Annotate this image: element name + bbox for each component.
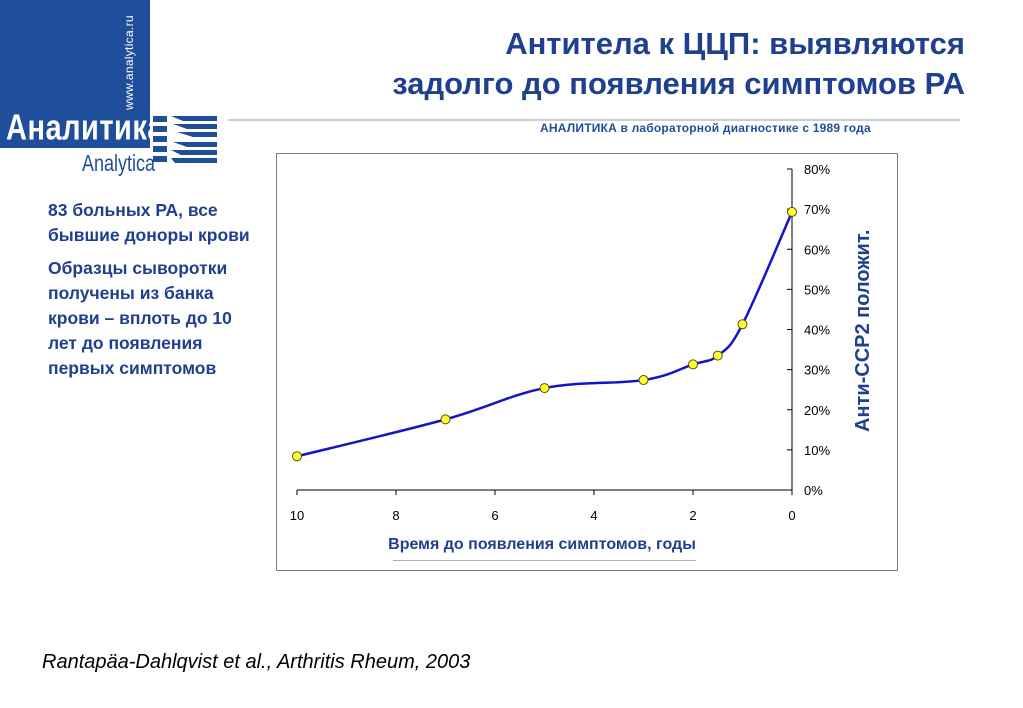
- y-tick-label: 30%: [804, 363, 830, 378]
- y-tick-label: 40%: [804, 323, 830, 338]
- chart-frame: 10 8 6 4 2 0 0% 10% 20% 30% 40% 50% 60% 70% 80%: [276, 153, 898, 571]
- data-point: [440, 414, 451, 425]
- data-point: [688, 359, 698, 370]
- side-notes: 83 больных РА, все бывшие доноры крови О…: [48, 198, 258, 389]
- logo-block: www.analytica.ru Аналитика: [0, 0, 164, 148]
- logo-mark-icon: [153, 116, 217, 163]
- y-tick-label: 80%: [804, 162, 830, 177]
- x-tick-label: 8: [392, 508, 399, 523]
- data-point: [539, 383, 550, 394]
- logo-url: www.analytica.ru: [122, 15, 136, 110]
- y-tick-label: 60%: [804, 242, 830, 257]
- x-tick-label: 6: [491, 508, 498, 523]
- y-axis-title: Анти-ССР2 положит.: [852, 229, 874, 433]
- logo-tagline: АНАЛИТИКА в лабораторной диагностике с 1…: [540, 121, 871, 135]
- y-tick-label: 0%: [804, 483, 823, 498]
- x-title-underline: [393, 560, 696, 561]
- data-point: [712, 350, 723, 361]
- x-tick-label: 4: [590, 508, 597, 523]
- data-point: [292, 451, 302, 462]
- y-tick-label: 20%: [804, 403, 830, 418]
- y-tick-label: 50%: [804, 282, 830, 297]
- slide-title: Антитела к ЦЦП: выявляются задолго до по…: [392, 24, 965, 104]
- x-axis-title: Время до появления симптомов, годы: [388, 536, 696, 553]
- header-divider: [228, 119, 960, 121]
- series-line: [296, 211, 794, 458]
- data-point: [737, 319, 748, 330]
- data-point: [638, 375, 649, 386]
- logo-name-ru: Аналитика: [6, 108, 165, 148]
- x-tick-label: 2: [689, 508, 696, 523]
- data-point: [787, 206, 797, 217]
- chart: 10 8 6 4 2 0 0% 10% 20% 30% 40% 50% 60% 70% 80%: [290, 162, 831, 523]
- note-patients: 83 больных РА, все бывшие доноры крови: [48, 200, 250, 245]
- note-samples: Образцы сыворотки получены из банка кров…: [48, 258, 232, 378]
- slide-title-line2: задолго до появления симптомов РА: [392, 66, 965, 101]
- citation: Rantapäa-Dahlqvist et al., Arthritis Rhe…: [42, 651, 471, 673]
- x-tick-label: 0: [788, 508, 795, 523]
- x-tick-label: 10: [290, 508, 304, 523]
- slide-title-line1: Антитела к ЦЦП: выявляются: [505, 26, 965, 61]
- y-tick-label: 70%: [804, 202, 830, 217]
- logo-name-en: Analytica: [82, 150, 156, 176]
- y-tick-label: 10%: [804, 443, 830, 458]
